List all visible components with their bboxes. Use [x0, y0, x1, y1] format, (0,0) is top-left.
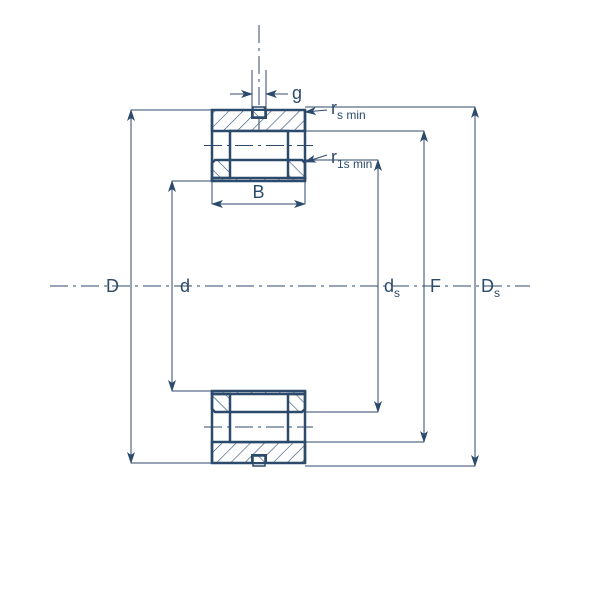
dim-label: g	[292, 83, 302, 103]
drawing-canvas: Dd Bg ds F Ds rs min r1s min	[0, 0, 600, 600]
bearing-geometry	[50, 25, 530, 466]
dim-label: r1s min	[331, 147, 372, 171]
dim-label: ds	[384, 276, 400, 300]
dim-label: F	[430, 276, 441, 296]
dim-label: rs min	[331, 98, 366, 122]
dim-label: d	[180, 276, 190, 296]
dim-label: B	[252, 182, 264, 202]
dim-label: Ds	[481, 276, 500, 300]
bearing-diagram: { "diagram": { "type": "engineering-draw…	[0, 0, 600, 600]
dim-label: D	[106, 276, 119, 296]
